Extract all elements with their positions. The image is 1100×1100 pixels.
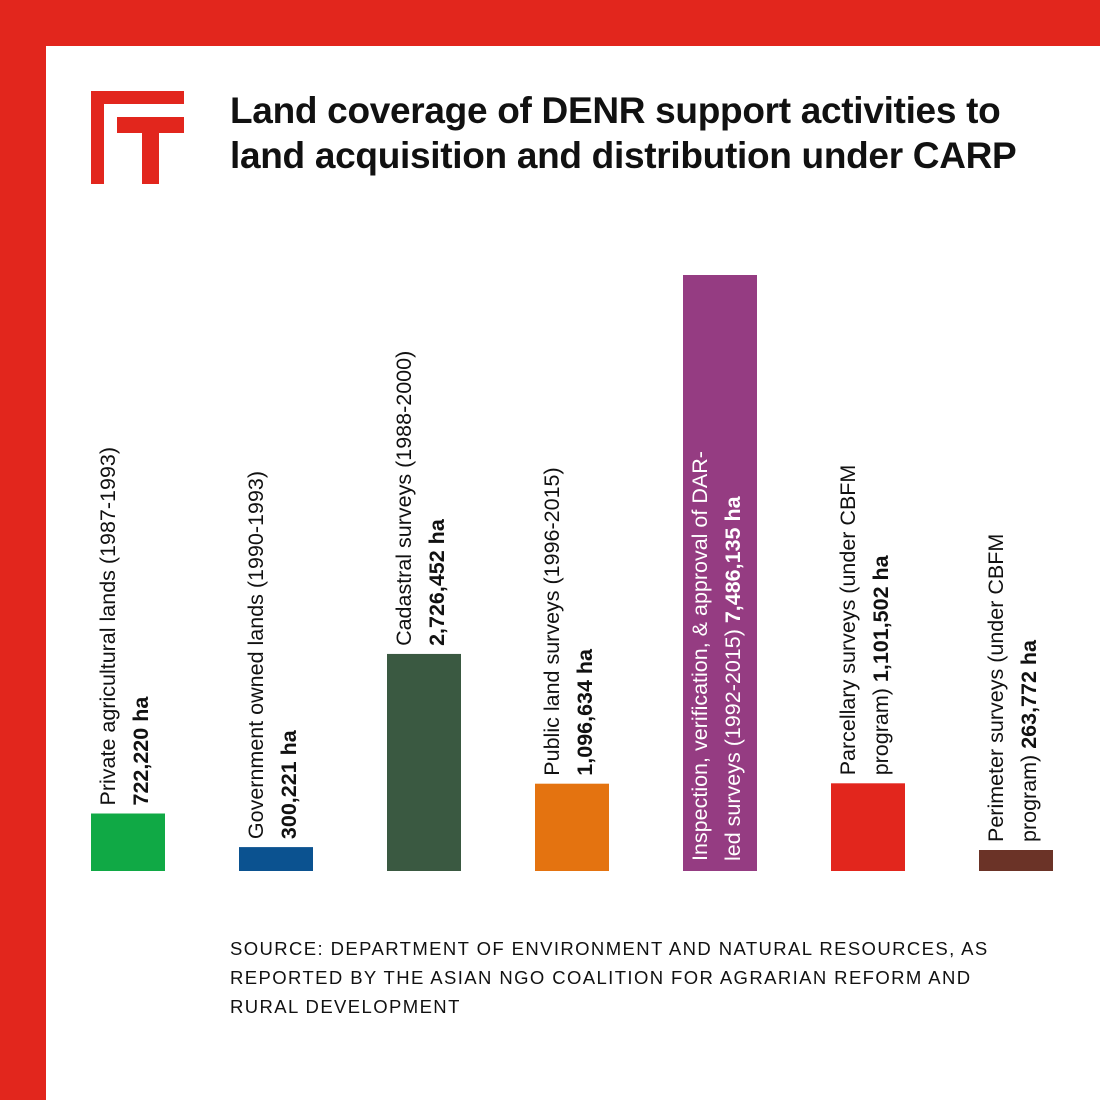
bar-3 [387, 653, 461, 871]
bar-1 [91, 813, 165, 871]
ft-logo-icon [91, 91, 184, 184]
bar-label-7-line-1: Perimeter surveys (under CBFM [984, 534, 1008, 842]
bar-label-4-line-1: Public land surveys (1996-2015) [540, 467, 564, 775]
source-note: SOURCE: DEPARTMENT OF ENVIRONMENT AND NA… [230, 938, 989, 1017]
bar-label-7-line-2: program) 263,772 ha [1017, 639, 1041, 842]
bar-value-3: 2,726,452 ha [425, 518, 449, 646]
bar-label-5-line-2: led surveys (1992-2015) 7,486,135 ha [721, 495, 745, 861]
bar-4 [535, 783, 609, 871]
bar-value-1: 722,220 ha [129, 696, 153, 806]
bar-label-6-line-1: Parcellary surveys (under CBFM [836, 465, 860, 776]
bar-value-6: 1,101,502 ha [869, 554, 893, 688]
bar-label-3-line-1: Cadastral surveys (1988-2000) [392, 351, 416, 646]
bar-label-1-line-1: Private agricultural lands (1987-1993) [96, 447, 120, 806]
bar-value-7: 263,772 ha [1017, 639, 1041, 755]
bar-7 [979, 850, 1053, 871]
bar-label-5-line-1: Inspection, verification, & approval of … [688, 451, 712, 861]
bar-6 [831, 783, 905, 871]
bar-value-5: 7,486,135 ha [721, 495, 745, 629]
content-panel [46, 46, 1100, 1100]
bar-label-6-line-2: program) 1,101,502 ha [869, 554, 893, 775]
bar-5 [683, 275, 757, 871]
bar-value-4: 1,096,634 ha [573, 648, 597, 776]
bar-2 [239, 847, 313, 871]
bar-value-2: 300,221 ha [277, 729, 301, 839]
chart-title: Land coverage of DENR support activities… [230, 90, 1017, 176]
bar-label-2-line-1: Government owned lands (1990-1993) [244, 471, 268, 839]
